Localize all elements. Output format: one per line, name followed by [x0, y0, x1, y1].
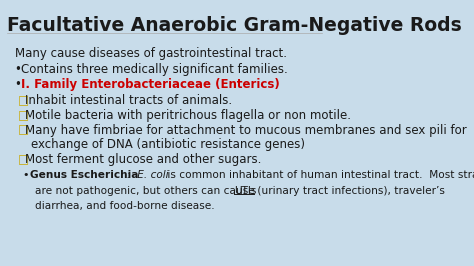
Text: □: □	[18, 109, 28, 122]
Text: •: •	[14, 78, 21, 92]
Text: UTIs: UTIs	[234, 186, 256, 196]
Text: diarrhea, and food-borne disease.: diarrhea, and food-borne disease.	[35, 201, 214, 211]
Text: are not pathogenic, but others can cause: are not pathogenic, but others can cause	[35, 186, 258, 196]
Text: Genus Escherichia: Genus Escherichia	[29, 170, 138, 180]
Text: Facultative Anaerobic Gram-Negative Rods: Facultative Anaerobic Gram-Negative Rods	[7, 16, 462, 35]
Text: •: •	[22, 170, 29, 180]
Text: is common inhabitant of human intestinal tract.  Most strains: is common inhabitant of human intestinal…	[164, 170, 474, 180]
Text: Inhabit intestinal tracts of animals.: Inhabit intestinal tracts of animals.	[25, 94, 232, 107]
Text: •: •	[14, 63, 21, 76]
Text: (urinary tract infections), traveler’s: (urinary tract infections), traveler’s	[254, 186, 445, 196]
Text: Motile bacteria with peritrichous flagella or non motile.: Motile bacteria with peritrichous flagel…	[25, 109, 351, 122]
Text: □: □	[18, 124, 28, 137]
Text: I. Family Enterobacteriaceae (Enterics): I. Family Enterobacteriaceae (Enterics)	[21, 78, 280, 92]
Text: □: □	[18, 94, 28, 107]
Text: Contains three medically significant families.: Contains three medically significant fam…	[21, 63, 288, 76]
Text: □: □	[18, 153, 28, 166]
Text: :  E. coli: : E. coli	[127, 170, 168, 180]
Text: Many have fimbriae for attachment to mucous membranes and sex pili for: Many have fimbriae for attachment to muc…	[25, 124, 466, 137]
Text: Many cause diseases of gastrointestinal tract.: Many cause diseases of gastrointestinal …	[15, 47, 287, 60]
Text: Most ferment glucose and other sugars.: Most ferment glucose and other sugars.	[25, 153, 261, 166]
Text: exchange of DNA (antibiotic resistance genes): exchange of DNA (antibiotic resistance g…	[31, 138, 305, 151]
